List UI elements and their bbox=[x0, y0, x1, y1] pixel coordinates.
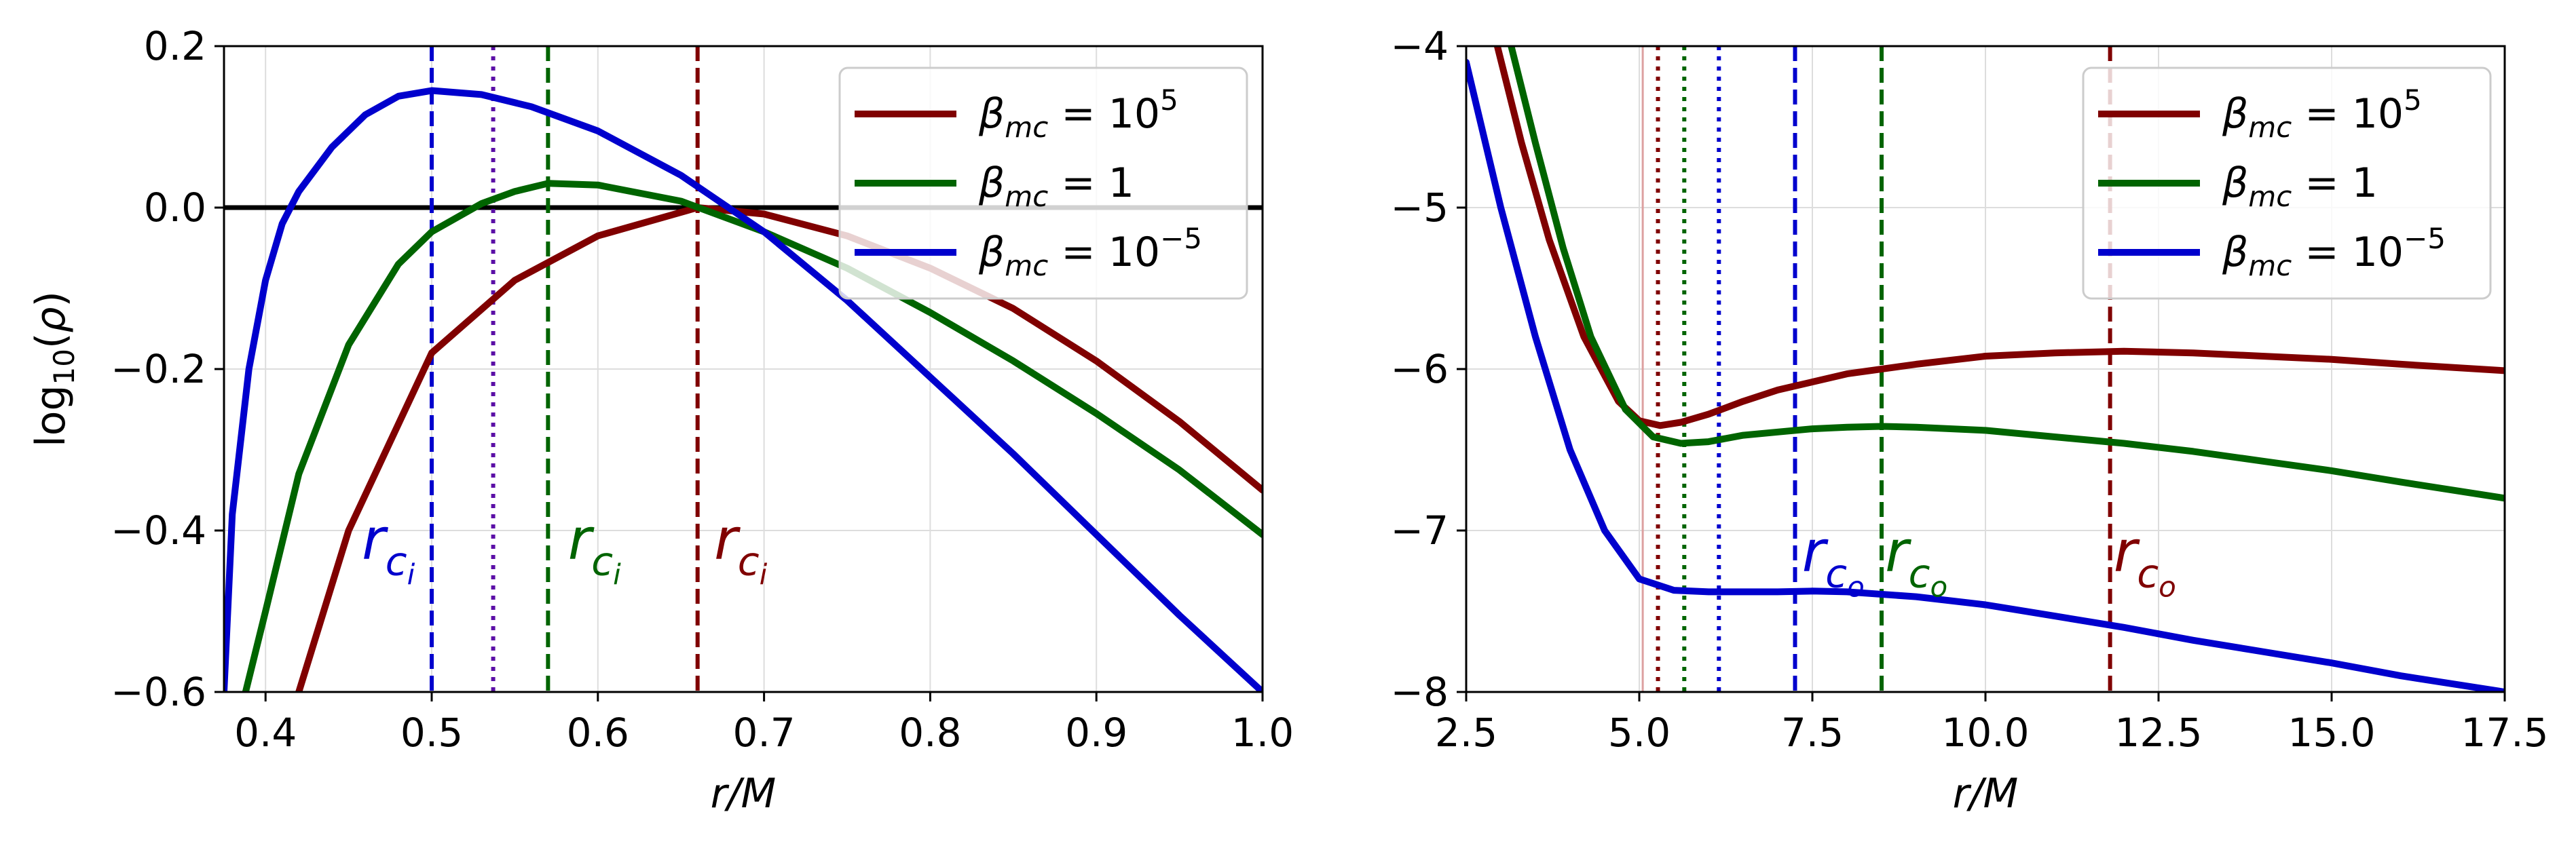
critical-radius-label: rci bbox=[714, 506, 767, 592]
y-tick-label: −4 bbox=[1391, 23, 1449, 69]
critical-radius-label: rco bbox=[2114, 518, 2176, 604]
x-tick-label: 0.9 bbox=[1065, 710, 1127, 756]
series-line bbox=[1493, 46, 2505, 429]
series-line bbox=[295, 204, 1263, 692]
critical-radius-label: rci bbox=[568, 506, 621, 592]
series-line bbox=[1508, 46, 2505, 502]
y-tick-label: −5 bbox=[1391, 185, 1449, 231]
legend: βmc = 105 βmc = 1 βmc = 10−5 bbox=[838, 66, 1248, 300]
legend-box bbox=[2082, 66, 2492, 300]
critical-radius-label: rco bbox=[1885, 518, 1947, 604]
x-tick-label: 15.0 bbox=[2288, 710, 2375, 756]
y-tick-label: 0.2 bbox=[144, 23, 206, 69]
y-tick-label: −8 bbox=[1391, 669, 1449, 715]
legend: βmc = 105 βmc = 1 βmc = 10−5 bbox=[2082, 66, 2492, 300]
x-tick-label: 12.5 bbox=[2114, 710, 2202, 756]
series-line bbox=[1466, 58, 2505, 692]
critical-radius-label: rco bbox=[1802, 518, 1865, 604]
x-tick-label: 7.5 bbox=[1781, 710, 1844, 756]
x-axis-label: r/M bbox=[711, 770, 777, 817]
x-tick-label: 0.5 bbox=[400, 710, 463, 756]
y-tick-label: −7 bbox=[1391, 507, 1449, 554]
y-axis-label: log10(ρ) bbox=[27, 291, 81, 447]
series-line bbox=[224, 87, 1263, 692]
x-tick-label: 2.5 bbox=[1435, 710, 1497, 756]
legend-entry: βmc = 1 bbox=[2222, 159, 2378, 213]
y-tick-label: −0.4 bbox=[111, 507, 206, 554]
x-tick-label: 0.8 bbox=[899, 710, 961, 756]
x-tick-label: 17.5 bbox=[2461, 710, 2548, 756]
legend-box bbox=[838, 66, 1248, 300]
y-tick-label: 0.0 bbox=[144, 185, 206, 231]
legend-entry: βmc = 105 bbox=[2222, 83, 2422, 144]
legend-entry: βmc = 10−5 bbox=[2222, 222, 2446, 282]
x-tick-label: 1.0 bbox=[1231, 710, 1294, 756]
left-panel: rci rci rci 0.4 0.5 0.6 0.7 0.8 0.9 1.0 −0.6 −0.4 −0… bbox=[27, 23, 1294, 817]
x-tick-label: 0.6 bbox=[567, 710, 629, 756]
x-axis-label: r/M bbox=[1953, 770, 2019, 817]
x-tick-label: 0.7 bbox=[732, 710, 795, 756]
y-tick-label: −0.6 bbox=[111, 669, 206, 715]
x-tick-label: 0.4 bbox=[234, 710, 297, 756]
legend-entry: βmc = 1 bbox=[978, 159, 1134, 213]
x-tick-label: 5.0 bbox=[1608, 710, 1670, 756]
critical-radius-label: rci bbox=[362, 506, 415, 592]
x-tick-label: 10.0 bbox=[1941, 710, 2029, 756]
series-line bbox=[242, 180, 1263, 692]
plot-area bbox=[1466, 46, 2505, 692]
y-tick-label: −0.2 bbox=[111, 346, 206, 392]
legend-entry: βmc = 10−5 bbox=[978, 222, 1202, 282]
y-tick-label: −6 bbox=[1391, 346, 1449, 392]
legend-entry: βmc = 105 bbox=[978, 83, 1178, 144]
